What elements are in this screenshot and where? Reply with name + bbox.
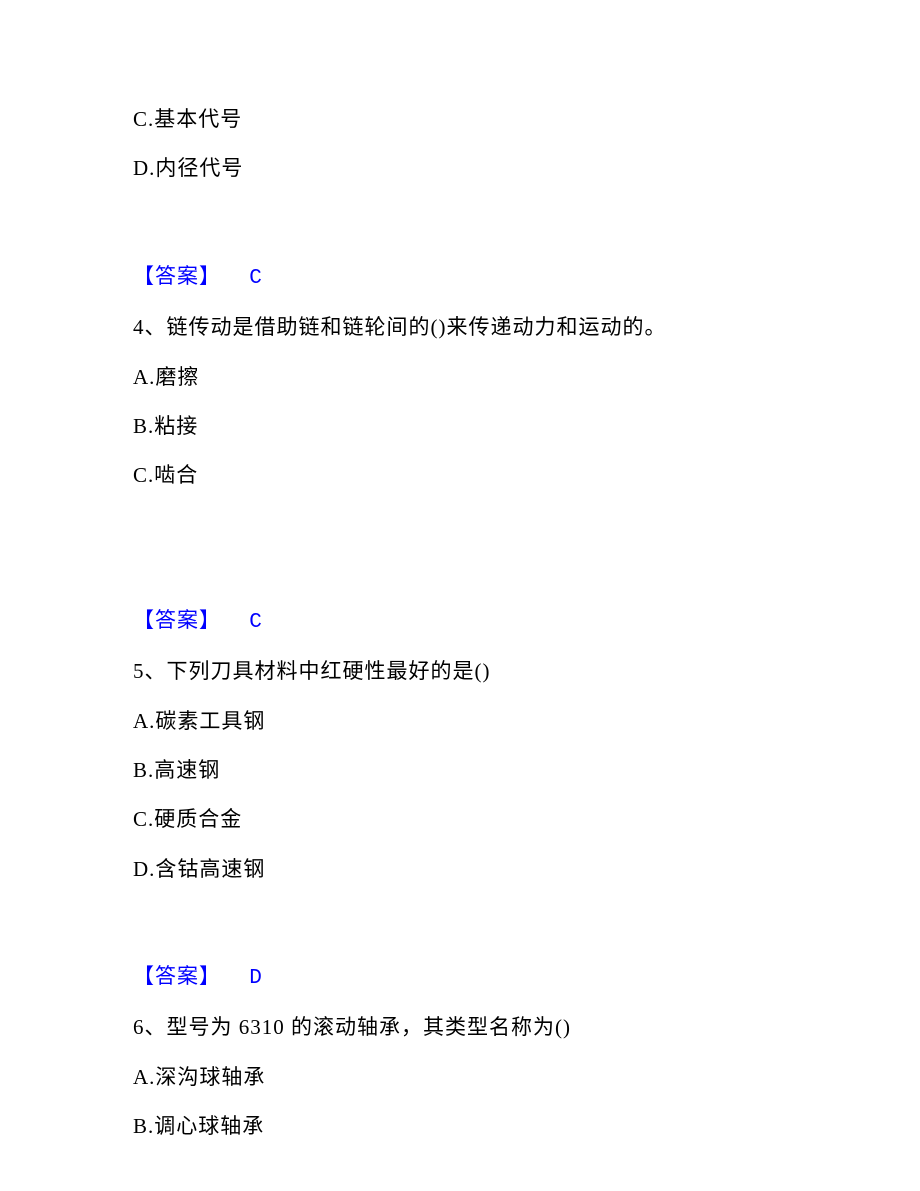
q3-option-c: C.基本代号: [133, 105, 800, 134]
answer-label: 【答案】: [133, 608, 221, 632]
q3-answer: 【答案】 C: [133, 262, 800, 293]
q4-option-c: C.啮合: [133, 461, 800, 490]
q5-stem: 5、下列刀具材料中红硬性最好的是(): [133, 657, 800, 686]
q3-option-d: D.内径代号: [133, 154, 800, 183]
answer-value: C: [249, 267, 263, 290]
q6-option-a: A.深沟球轴承: [133, 1063, 800, 1092]
document-body: C.基本代号 D.内径代号 【答案】 C 4、链传动是借助链和链轮间的()来传递…: [0, 0, 920, 1142]
q5-answer: 【答案】 D: [133, 962, 800, 993]
q4-stem: 4、链传动是借助链和链轮间的()来传递动力和运动的。: [133, 313, 800, 342]
q4-answer: 【答案】 C: [133, 606, 800, 637]
answer-label: 【答案】: [133, 964, 221, 988]
q5-option-b: B.高速钢: [133, 756, 800, 785]
q5-option-a: A.碳素工具钢: [133, 707, 800, 736]
answer-label: 【答案】: [133, 264, 221, 288]
answer-value: C: [249, 611, 263, 634]
q5-option-d: D.含钴高速钢: [133, 855, 800, 884]
answer-value: D: [249, 967, 263, 990]
q6-option-b: B.调心球轴承: [133, 1112, 800, 1141]
q4-option-a: A.磨擦: [133, 363, 800, 392]
q5-option-c: C.硬质合金: [133, 805, 800, 834]
q4-option-b: B.粘接: [133, 412, 800, 441]
q6-stem: 6、型号为 6310 的滚动轴承，其类型名称为(): [133, 1013, 800, 1042]
